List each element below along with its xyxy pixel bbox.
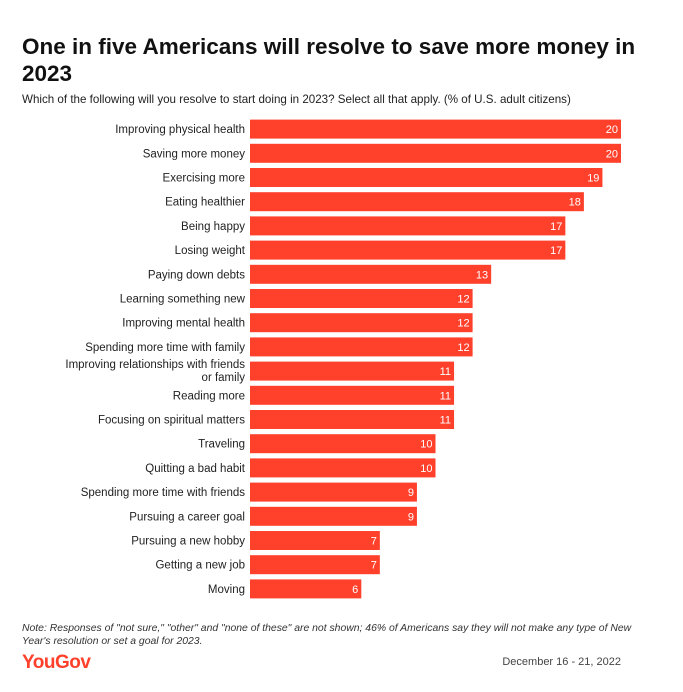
category-label: Spending more time with family (85, 342, 245, 354)
category-label: Learning something new (120, 294, 246, 306)
bar-value-label: 17 (550, 245, 562, 257)
bar (250, 192, 584, 212)
bar (250, 555, 380, 575)
category-label: Pursuing a career goal (129, 511, 245, 523)
bar-value-label: 11 (440, 366, 451, 378)
bar-value-label: 20 (606, 148, 618, 160)
bar-value-label: 6 (352, 584, 358, 596)
category-label: Spending more time with friends (81, 487, 246, 499)
category-label: Improving physical health (115, 124, 245, 136)
category-label: Exercising more (163, 173, 245, 185)
category-label: Losing weight (175, 245, 246, 257)
category-label: Getting a new job (155, 560, 245, 572)
bar (250, 313, 473, 333)
bar-value-label: 10 (420, 439, 432, 451)
bar-value-label: 11 (440, 390, 451, 402)
bar-value-label: 12 (457, 294, 469, 306)
bar-value-label: 11 (440, 415, 451, 427)
bar-value-label: 7 (371, 536, 377, 548)
bar-value-label: 7 (371, 560, 377, 572)
category-label: Being happy (181, 221, 245, 233)
bar-value-label: 9 (408, 511, 414, 523)
bar (250, 482, 417, 502)
yougov-logo: YouGov (22, 652, 91, 673)
chart-note: Note: Responses of "not sure," "other" a… (22, 623, 632, 647)
bar (250, 240, 566, 260)
bar-value-label: 19 (587, 173, 599, 185)
category-label: Paying down debts (148, 269, 245, 281)
bar-value-label: 17 (550, 221, 562, 233)
bar-value-label: 20 (606, 124, 618, 136)
bar (250, 531, 380, 550)
category-label: Improving mental health (122, 318, 245, 330)
category-label: Traveling (198, 439, 245, 451)
bar (250, 458, 436, 478)
bar (250, 168, 603, 187)
bar (250, 289, 473, 308)
bar (250, 264, 492, 284)
bar (250, 579, 362, 599)
bar-chart: 20 Improving physical health 20 Saving more… (65, 119, 621, 599)
category-label: Pursuing a new hobby (131, 536, 245, 548)
bar (250, 143, 621, 163)
category-label: Improving relationships with friends or f… (65, 359, 245, 384)
bar (250, 506, 417, 526)
chart-title: One in five Americans will resolve to sa… (22, 34, 636, 86)
bar-value-label: 13 (476, 269, 488, 281)
bar (250, 410, 455, 429)
survey-date: December 16 - 21, 2022 (502, 656, 621, 668)
bar-value-label: 12 (457, 342, 469, 354)
chart-subtitle: Which of the following will you resolve … (22, 93, 571, 106)
category-label: Saving more money (143, 148, 246, 160)
category-label: Eating healthier (165, 197, 245, 209)
bar-value-label: 18 (569, 197, 581, 209)
category-label: Quitting a bad habit (145, 463, 246, 475)
category-label: Reading more (173, 390, 245, 402)
bar (250, 216, 566, 236)
bar (250, 119, 621, 139)
bar-value-label: 10 (420, 463, 432, 475)
category-label: Focusing on spiritual matters (98, 415, 245, 427)
bar-value-label: 9 (408, 487, 414, 499)
bar-value-label: 12 (457, 318, 469, 330)
bar (250, 385, 455, 405)
bar (250, 337, 473, 357)
bar (250, 434, 436, 454)
bar (250, 361, 455, 381)
category-label: Moving (208, 584, 245, 596)
